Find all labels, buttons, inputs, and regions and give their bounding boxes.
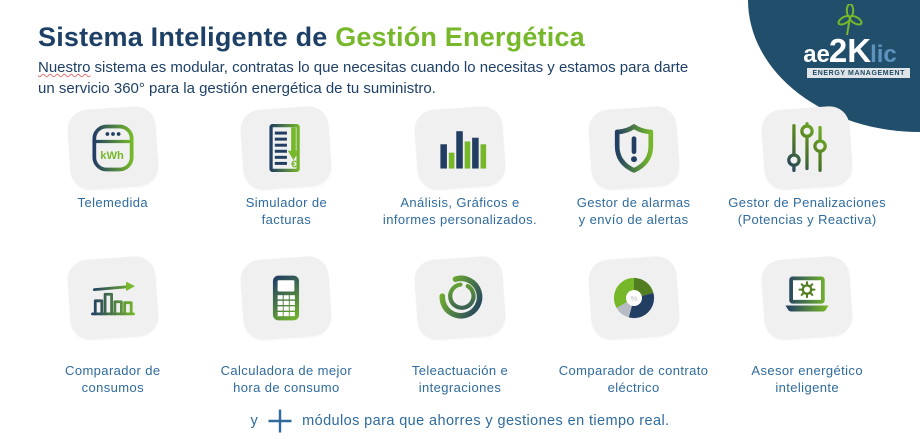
module-label: Comparador de contrato eléctrico: [558, 363, 709, 395]
page-title-part1: Sistema Inteligente de: [38, 22, 336, 52]
page-subtitle: Nuestro sistema es modular, contratas lo …: [38, 57, 688, 99]
module-comparador-consumos: Comparador de consumos: [26, 255, 200, 397]
growth-bars-icon: [90, 281, 135, 316]
subtitle-line1: Nuestro sistema es modular, contratas lo …: [38, 57, 688, 78]
module-asesor-energetico: Asesor energético inteligente: [720, 255, 894, 397]
subtitle-underlined-word: Nuestro: [38, 59, 91, 76]
sliders-icon: [787, 122, 828, 173]
donut-percent-text: %: [630, 294, 637, 303]
smart-laptop-icon: [785, 276, 829, 312]
wordmark-ae: ae: [803, 41, 830, 68]
module-label: Gestor de alarmas y envío de alertas: [576, 195, 691, 227]
module-teleactuacion: Teleactuación e integraciones: [373, 255, 547, 397]
euro-symbol: €: [291, 160, 297, 171]
wordmark-2k: 2K: [828, 32, 872, 69]
modules-row-1: kWh Telemedida: [26, 105, 894, 229]
footer-prefix: y: [250, 413, 259, 429]
footer-note: y módulos para que ahorres y gestiones e…: [0, 408, 920, 434]
module-calculadora-hora: Calculadora de mejor hora de consumo: [200, 255, 374, 397]
module-simulador-facturas: € Simulador de facturas: [200, 105, 374, 229]
module-card: %: [586, 255, 681, 341]
spiral-icon: [439, 275, 483, 319]
calculator-icon: [273, 275, 300, 321]
brand-wordmark: ae 2K lic: [803, 34, 897, 67]
module-label: Teleactuación e integraciones: [411, 363, 509, 395]
footer-text: módulos para que ahorres y gestiones en …: [302, 413, 670, 429]
module-card: [413, 105, 507, 191]
brand-logo: ae 2K lic ENERGY MANAGEMENT: [790, 4, 910, 78]
module-comparador-contrato: % Comparador de contrato eléctrico: [547, 255, 721, 397]
alert-shield-icon: [614, 124, 653, 173]
module-label: Simulador de facturas: [245, 195, 328, 227]
module-card: €: [239, 105, 334, 191]
energy-meter-icon: kWh: [92, 124, 134, 172]
module-telemedida: kWh Telemedida: [26, 105, 200, 229]
module-label: Análisis, Gráficos e informes personaliz…: [382, 195, 538, 227]
subtitle-line1-rest: sistema es modular, contratas lo que nec…: [94, 59, 689, 76]
module-label: Asesor energético inteligente: [751, 363, 863, 395]
module-gestor-alarmas: Gestor de alarmas y envío de alertas: [547, 105, 721, 229]
modules-row-2: Comparador de consumos: [26, 255, 894, 397]
wordmark-lic: lic: [870, 41, 897, 68]
donut-chart-icon: %: [613, 277, 654, 319]
subtitle-line2: un servicio 360° para la gestión energét…: [38, 80, 436, 97]
meter-kwh-text: kWh: [100, 150, 124, 162]
module-card: [586, 105, 681, 191]
page-title: Sistema Inteligente de Gestión Energétic…: [38, 22, 688, 53]
module-card: [66, 255, 160, 341]
module-label: Comparador de consumos: [65, 363, 161, 395]
wind-turbine-icon: [837, 4, 863, 36]
bar-chart-icon: [440, 131, 487, 169]
module-card: [413, 255, 507, 341]
module-label: Calculadora de mejor hora de consumo: [220, 363, 353, 395]
header: Sistema Inteligente de Gestión Energétic…: [38, 22, 688, 99]
invoice-discount-icon: €: [269, 123, 301, 173]
brand-tagline: ENERGY MANAGEMENT: [807, 68, 910, 78]
module-analisis-graficos: Análisis, Gráficos e informes personaliz…: [373, 105, 547, 229]
module-card: [760, 255, 854, 341]
module-label: Gestor de Penalizaciones (Potencias y Re…: [728, 195, 887, 227]
plus-icon: [268, 409, 292, 433]
module-gestor-penalizaciones: Gestor de Penalizaciones (Potencias y Re…: [720, 105, 894, 229]
module-label: Telemedida: [77, 195, 149, 210]
module-card: [239, 255, 334, 341]
page-title-part2: Gestión Energética: [335, 22, 585, 52]
module-card: [760, 105, 854, 191]
module-card: kWh: [66, 105, 160, 191]
